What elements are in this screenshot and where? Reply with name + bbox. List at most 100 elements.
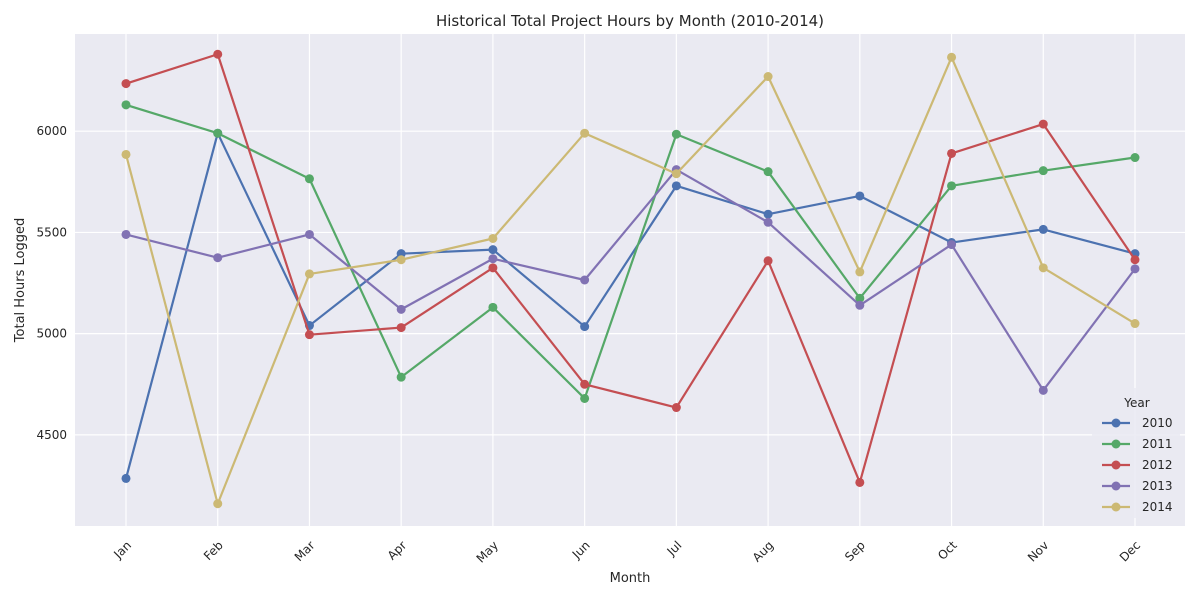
legend-item: 2013: [1102, 479, 1173, 493]
series-line: [125, 168, 1136, 392]
data-point: [121, 229, 131, 239]
data-point: [396, 372, 406, 382]
data-point: [396, 323, 406, 333]
series-2012: [121, 49, 1140, 487]
data-point: [671, 129, 681, 139]
data-point: [763, 72, 773, 82]
data-point: [763, 256, 773, 266]
data-point: [396, 304, 406, 314]
data-point: [855, 477, 865, 487]
legend-marker: [1111, 481, 1121, 491]
data-point: [855, 300, 865, 310]
data-point: [580, 393, 590, 403]
data-point: [580, 322, 590, 332]
legend-label: 2014: [1142, 500, 1173, 514]
legend-items: 2010 2011 2012 2013 2014: [1102, 416, 1173, 514]
legend-item: 2010: [1102, 416, 1173, 430]
x-tick-label: Jun: [569, 538, 593, 562]
data-point: [488, 254, 498, 264]
data-point: [213, 499, 223, 509]
series-layer: [121, 49, 1140, 509]
data-point: [488, 233, 498, 243]
data-point: [304, 269, 314, 279]
legend-label: 2010: [1142, 416, 1173, 430]
data-point: [671, 169, 681, 179]
y-axis-ticks: 4500 5000 5500 6000: [36, 124, 67, 442]
data-point: [947, 240, 957, 250]
data-point: [488, 302, 498, 312]
data-point: [671, 403, 681, 413]
legend: Year 2010 2011 2012 2013 2014: [1092, 388, 1180, 518]
data-point: [1038, 119, 1048, 129]
series-line: [125, 53, 1136, 484]
series-line: [124, 132, 1136, 479]
legend-marker: [1111, 502, 1121, 512]
data-point: [1130, 264, 1140, 274]
data-point: [580, 275, 590, 285]
data-point: [671, 181, 681, 191]
x-tick-label: Dec: [1117, 538, 1143, 564]
data-point: [763, 167, 773, 177]
data-point: [1130, 255, 1140, 265]
x-tick-label: Sep: [842, 538, 868, 564]
data-point: [947, 181, 957, 191]
x-tick-label: Apr: [385, 538, 410, 563]
x-tick-label: Feb: [201, 538, 226, 563]
y-tick-label: 5500: [36, 225, 67, 239]
data-point: [213, 128, 223, 138]
series-2010: [121, 128, 1140, 483]
data-point: [488, 263, 498, 273]
data-point: [855, 267, 865, 277]
data-point: [121, 149, 131, 159]
legend-label: 2011: [1142, 437, 1173, 451]
data-point: [1130, 319, 1140, 329]
x-tick-label: Aug: [750, 538, 776, 564]
data-point: [1038, 166, 1048, 176]
chart-title: Historical Total Project Hours by Month …: [436, 12, 824, 30]
data-point: [121, 79, 131, 89]
data-point: [488, 245, 498, 255]
series-2011: [121, 100, 1140, 403]
series-2013: [121, 165, 1140, 395]
legend-label: 2013: [1142, 479, 1173, 493]
data-point: [1038, 263, 1048, 273]
data-point: [1038, 224, 1048, 234]
data-point: [213, 253, 223, 263]
y-tick-label: 6000: [36, 124, 67, 138]
x-tick-label: Nov: [1025, 538, 1051, 564]
x-tick-label: Mar: [292, 538, 318, 564]
legend-item: 2014: [1102, 500, 1173, 514]
data-point: [213, 49, 223, 59]
data-point: [580, 379, 590, 389]
data-point: [763, 209, 773, 219]
x-tick-label: Jul: [664, 538, 685, 559]
x-axis-title: Month: [610, 571, 651, 586]
data-point: [947, 148, 957, 158]
series-2014: [121, 52, 1140, 509]
plot-background: [75, 34, 1185, 526]
legend-marker: [1111, 418, 1121, 428]
data-point: [580, 128, 590, 138]
data-point: [121, 473, 131, 483]
data-point: [304, 229, 314, 239]
data-point: [1038, 385, 1048, 395]
y-tick-label: 5000: [36, 327, 67, 341]
series-line: [124, 56, 1136, 505]
legend-item: 2012: [1102, 458, 1173, 472]
data-point: [947, 52, 957, 62]
x-tick-label: May: [474, 538, 501, 565]
data-point: [396, 255, 406, 265]
legend-item: 2011: [1102, 437, 1173, 451]
legend-marker: [1111, 439, 1121, 449]
y-tick-label: 4500: [36, 428, 67, 442]
data-point: [855, 191, 865, 201]
y-axis-title: Total Hours Logged: [13, 218, 28, 343]
x-axis-ticks: Jan Feb Mar Apr May Jun Jul Aug Sep Oct Nov Dec: [110, 538, 1143, 566]
x-tick-label: Oct: [935, 538, 960, 563]
legend-marker: [1111, 460, 1121, 470]
data-point: [304, 330, 314, 340]
data-point: [763, 217, 773, 227]
legend-title: Year: [1123, 396, 1149, 410]
